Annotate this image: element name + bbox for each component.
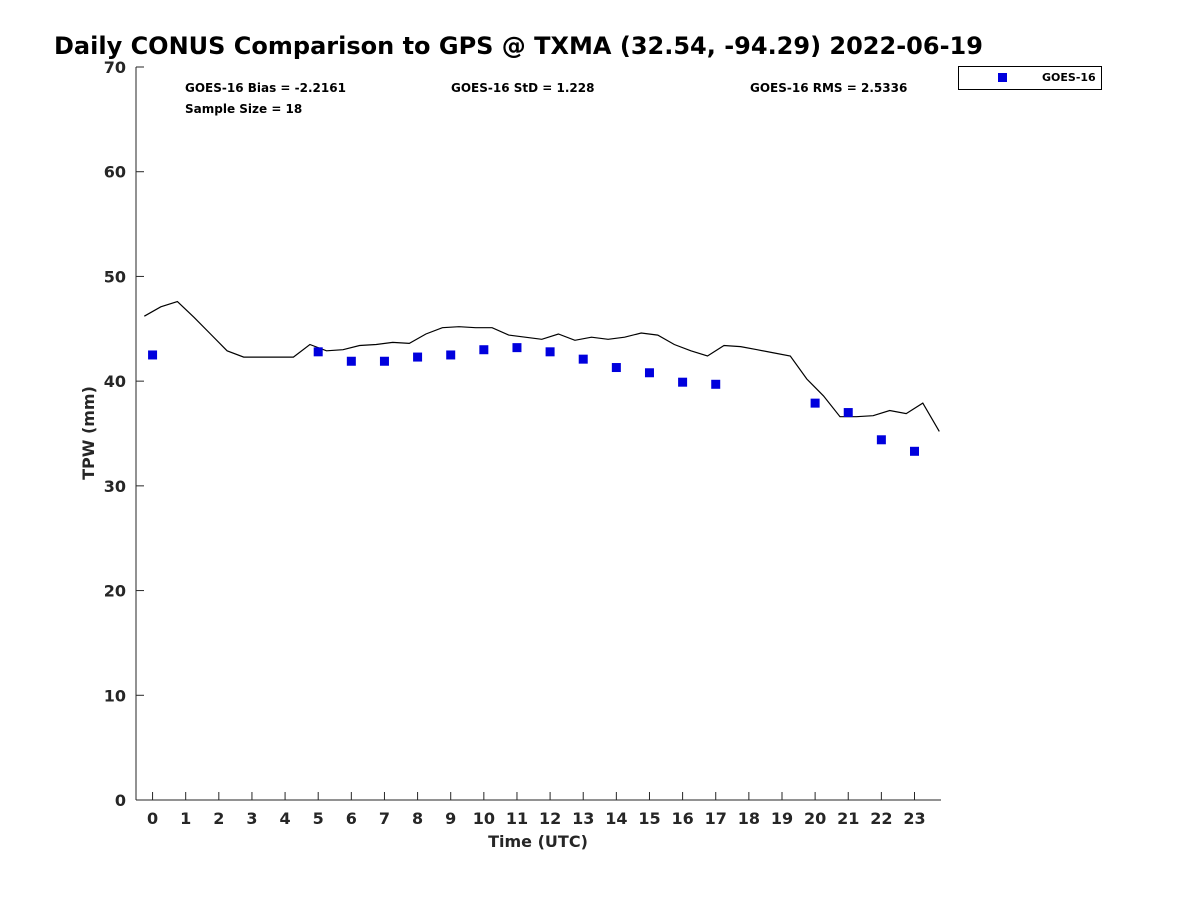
x-tick-label-3: 3 [246,809,257,828]
goes16-point-16 [876,435,886,445]
x-tick-label-19: 19 [771,809,793,828]
stat-sample-size: Sample Size = 18 [185,102,302,116]
y-axis-label: TPW (mm) [79,386,98,480]
y-tick-label-60: 60 [104,163,126,182]
x-tick-label-5: 5 [313,809,324,828]
chart-title: Daily CONUS Comparison to GPS @ TXMA (32… [54,32,983,60]
x-tick-label-2: 2 [213,809,224,828]
x-tick-label-22: 22 [870,809,892,828]
x-tick-label-23: 23 [903,809,925,828]
goes16-point-6 [479,345,489,355]
stat-rms: GOES-16 RMS = 2.5336 [750,81,907,95]
goes16-point-13 [711,379,721,389]
goes16-point-9 [578,354,588,364]
x-tick-label-4: 4 [280,809,291,828]
x-tick-label-11: 11 [506,809,528,828]
x-tick-label-12: 12 [539,809,561,828]
x-tick-label-16: 16 [671,809,693,828]
gps-series-line [144,300,940,432]
stat-bias: GOES-16 Bias = -2.2161 [185,81,346,95]
legend: GOES-16 [958,66,1102,90]
goes16-point-0 [148,350,158,360]
x-tick-label-15: 15 [638,809,660,828]
x-tick-label-13: 13 [572,809,594,828]
goes16-point-8 [545,347,555,357]
x-tick-label-6: 6 [346,809,357,828]
goes16-point-10 [611,363,621,373]
y-tick-label-10: 10 [104,686,126,705]
x-tick-label-18: 18 [738,809,760,828]
legend-box [958,66,1102,90]
goes16-scatter-series [148,343,919,456]
x-tick-label-10: 10 [473,809,495,828]
x-tick-label-20: 20 [804,809,826,828]
x-axis-label: Time (UTC) [488,832,588,851]
y-tick-label-20: 20 [104,582,126,601]
goes16-point-1 [313,347,323,357]
goes16-point-12 [678,377,688,387]
goes16-point-7 [512,343,522,353]
y-tick-label-0: 0 [115,791,126,810]
x-tick-label-9: 9 [445,809,456,828]
goes16-point-5 [446,350,456,360]
x-tick-label-8: 8 [412,809,423,828]
y-tick-label-70: 70 [104,58,126,77]
legend-label-goes16: GOES-16 [1042,71,1096,84]
x-tick-label-7: 7 [379,809,390,828]
goes16-point-17 [909,446,919,456]
x-tick-label-1: 1 [180,809,191,828]
x-tick-label-0: 0 [147,809,158,828]
stat-std: GOES-16 StD = 1.228 [451,81,594,95]
gps-line-series [144,300,940,432]
goes16-point-14 [810,398,820,408]
goes16-point-11 [644,368,654,378]
goes16-point-15 [843,408,853,418]
x-tick-label-14: 14 [605,809,627,828]
goes16-point-3 [379,356,389,366]
goes16-point-4 [413,352,423,362]
goes16-point-2 [346,356,356,366]
y-tick-label-30: 30 [104,477,126,496]
x-tick-label-17: 17 [705,809,727,828]
y-tick-label-40: 40 [104,372,126,391]
legend-marker-goes16 [998,73,1007,82]
y-tick-label-50: 50 [104,267,126,286]
x-tick-label-21: 21 [837,809,859,828]
